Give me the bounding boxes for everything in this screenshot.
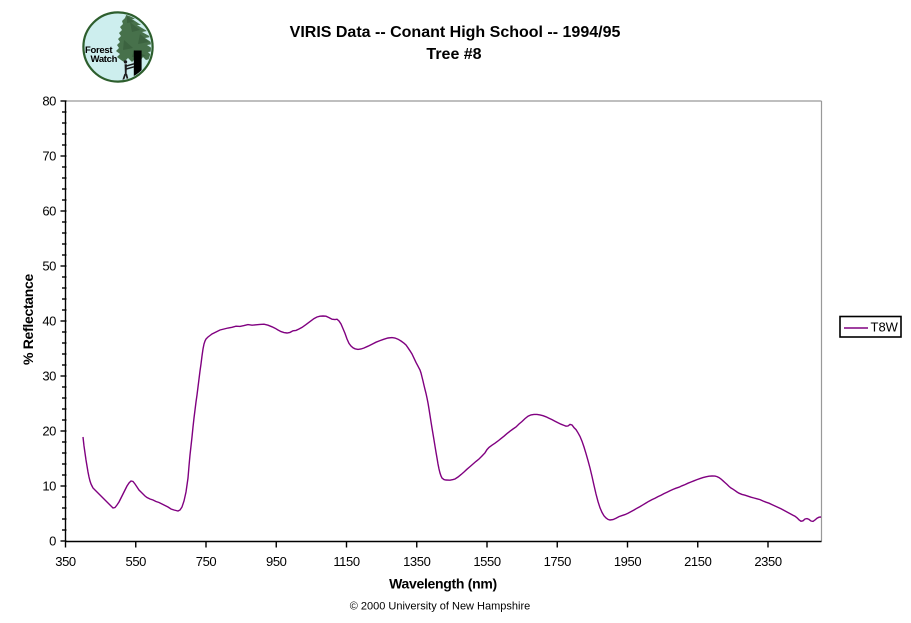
svg-text:70: 70 <box>42 149 56 164</box>
svg-text:0: 0 <box>49 534 56 549</box>
svg-text:% Reflectance: % Reflectance <box>20 273 36 365</box>
svg-text:50: 50 <box>42 259 56 274</box>
svg-text:1550: 1550 <box>473 554 500 569</box>
svg-text:750: 750 <box>196 554 217 569</box>
svg-text:60: 60 <box>42 204 56 219</box>
svg-text:950: 950 <box>266 554 287 569</box>
svg-text:1350: 1350 <box>403 554 430 569</box>
svg-text:Wavelength (nm): Wavelength (nm) <box>389 576 497 592</box>
svg-text:VIRIS Data -- Conant High Scho: VIRIS Data -- Conant High School -- 1994… <box>290 24 621 41</box>
svg-text:30: 30 <box>42 369 56 384</box>
svg-text:10: 10 <box>42 479 56 494</box>
svg-text:1150: 1150 <box>333 554 360 569</box>
svg-text:550: 550 <box>126 554 147 569</box>
svg-text:40: 40 <box>42 314 56 329</box>
svg-text:1750: 1750 <box>544 554 571 569</box>
svg-text:© 2000 University of New Hamps: © 2000 University of New Hampshire <box>350 601 531 613</box>
svg-text:20: 20 <box>42 424 56 439</box>
svg-text:Forest: Forest <box>85 45 113 56</box>
svg-text:2150: 2150 <box>684 554 711 569</box>
svg-text:80: 80 <box>42 94 56 109</box>
svg-text:Tree #8: Tree #8 <box>426 46 481 63</box>
svg-text:2350: 2350 <box>754 554 781 569</box>
svg-text:T8W: T8W <box>871 320 899 335</box>
svg-text:Watch: Watch <box>91 54 118 65</box>
svg-text:350: 350 <box>55 554 76 569</box>
svg-text:1950: 1950 <box>614 554 641 569</box>
